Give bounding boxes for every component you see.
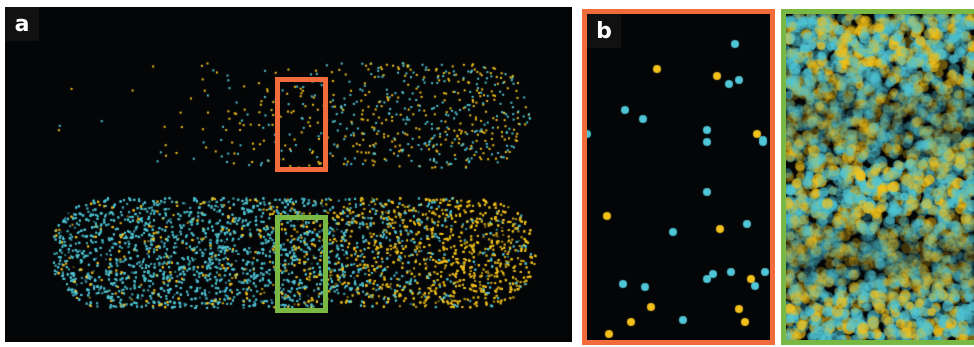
panel-a-image <box>5 7 572 342</box>
orange-roi-box <box>275 77 328 172</box>
panel-a-microscopy: a <box>5 7 572 342</box>
green-roi-box <box>275 215 328 313</box>
panel-b-dense-image <box>786 14 974 340</box>
panel-b-label: b <box>587 14 621 48</box>
panel-a-label: a <box>5 7 39 41</box>
panel-b-sparse-image <box>587 14 770 340</box>
panel-b-zoom-sparse: b <box>582 9 775 345</box>
panel-b-zoom-dense <box>781 9 974 345</box>
